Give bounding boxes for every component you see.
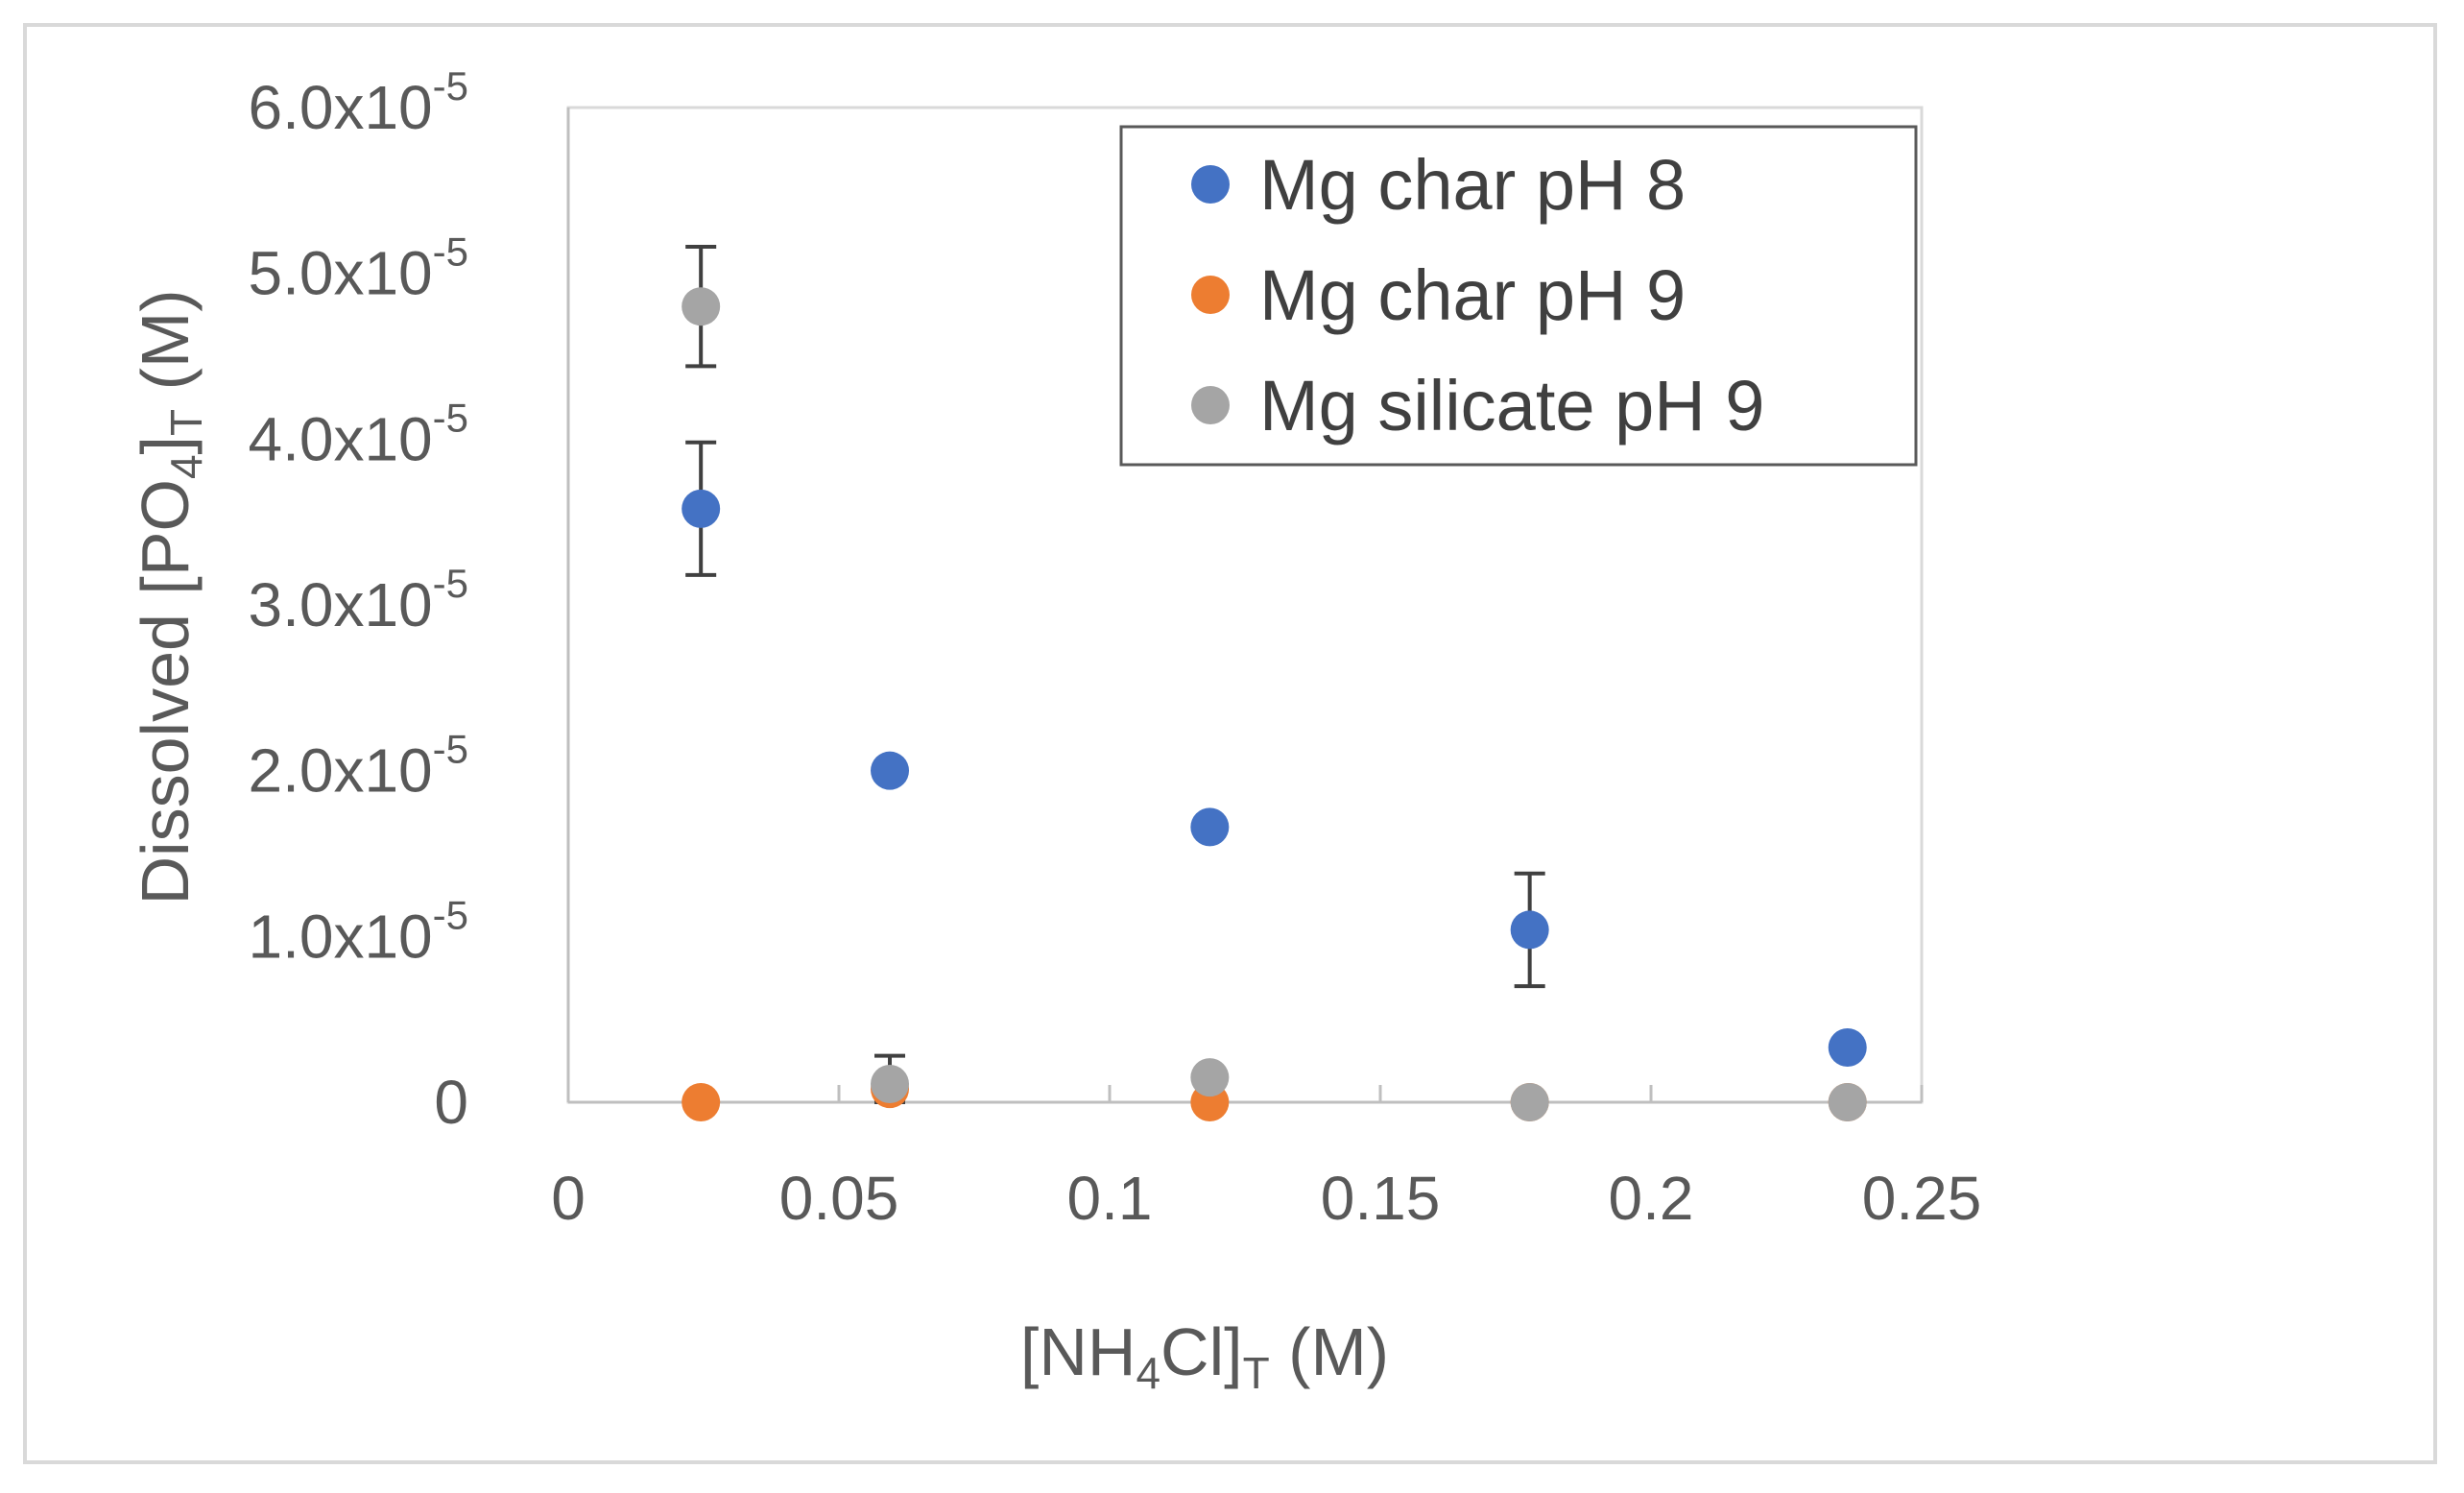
legend-label: Mg char pH 9 — [1259, 255, 1686, 335]
x-tick-label: 0 — [551, 1164, 586, 1233]
x-axis-tick-labels: 0 0.05 0.1 0.15 0.2 0.25 — [551, 1164, 1981, 1233]
y-axis-title: Dissolved [PO4]T (M) — [128, 289, 211, 904]
x-axis-title: [NH4Cl]T (M) — [1020, 1314, 1389, 1398]
data-point — [871, 751, 910, 790]
legend: Mg char pH 8 Mg char pH 9 Mg silicate pH 9 — [1119, 125, 1918, 467]
legend-label: Mg char pH 8 — [1259, 145, 1686, 225]
y-tick-label: 5.0x10-5 — [248, 229, 468, 308]
y-tick-label: 4.0x10-5 — [248, 395, 468, 473]
data-point — [1510, 910, 1549, 950]
y-tick-label: 6.0x10-5 — [248, 63, 468, 142]
data-point — [1510, 1083, 1549, 1121]
data-markers — [682, 287, 1867, 1121]
x-tick-label: 0.05 — [779, 1164, 899, 1233]
data-point — [682, 287, 721, 326]
legend-box — [1119, 125, 1918, 467]
y-tick-label: 1.0x10-5 — [248, 892, 468, 971]
y-axis-tick-labels: 0 1.0x10-5 2.0x10-5 3.0x10-5 4.0x10-5 5.0x10-… — [248, 63, 468, 1137]
x-tick-label: 0.15 — [1321, 1164, 1441, 1233]
data-point — [682, 489, 721, 528]
legend-marker — [1191, 386, 1230, 424]
data-point — [1190, 807, 1230, 847]
data-point — [1828, 1028, 1867, 1068]
data-point — [682, 1083, 721, 1121]
plot-area — [566, 106, 1924, 1104]
y-tick-label: 2.0x10-5 — [248, 727, 468, 806]
legend-label: Mg silicate pH 9 — [1259, 366, 1764, 445]
x-tick-label: 0.1 — [1067, 1164, 1153, 1233]
data-point — [1828, 1083, 1867, 1121]
data-point — [871, 1065, 910, 1104]
legend-marker — [1191, 165, 1230, 204]
legend-marker — [1191, 276, 1230, 314]
y-tick-label: 0 — [434, 1068, 468, 1137]
data-point — [1190, 1058, 1230, 1097]
x-tick-label: 0.25 — [1862, 1164, 1982, 1233]
y-tick-label: 3.0x10-5 — [248, 561, 468, 639]
x-tick-label: 0.2 — [1609, 1164, 1694, 1233]
